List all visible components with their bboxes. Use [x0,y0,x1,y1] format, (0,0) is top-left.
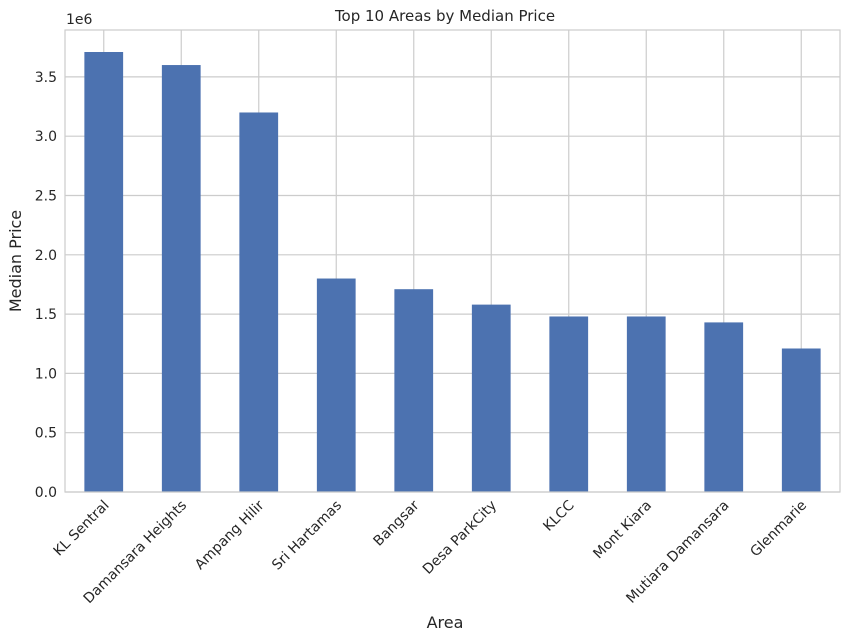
bar [471,304,511,492]
y-tick-label: 2.0 [35,248,57,264]
y-tick-labels: 0.0 0.5 1.0 1.5 2.0 2.5 3.0 3.5 [35,70,57,501]
chart-title: Top 10 Areas by Median Price [334,7,555,25]
bar [781,348,821,492]
bar [316,278,356,492]
y-tick-label: 3.5 [35,70,57,86]
y-tick-label: 1.5 [35,307,57,323]
x-tick-label: Sri Hartamas [269,498,345,574]
bar [626,316,666,492]
bar [704,322,744,492]
y-tick-label: 3.0 [35,129,57,145]
bar [239,112,279,493]
y-axis-label: Median Price [6,210,25,312]
axes-frame [64,29,841,493]
bars [84,52,821,493]
y-tick-label: 0.0 [35,485,57,501]
y-tick-label: 1.0 [35,366,57,382]
x-tick-label: Desa ParkCity [420,498,500,578]
y-tick-label: 2.5 [35,189,57,205]
x-axis-label: Area [427,613,464,632]
y-tick-label: 0.5 [35,426,57,442]
x-tick-label: KLCC [540,497,577,534]
bar [394,289,434,492]
x-tick-label: KL Sentral [51,498,113,560]
x-tick-label: Bangsar [371,497,423,549]
x-tick-label: Ampang Hilir [192,497,268,573]
bar [161,65,201,492]
bar [549,316,589,492]
x-tick-label: Glenmarie [747,498,810,561]
x-tick-label: Mont Kiara [590,498,655,563]
y-offset-label: 1e6 [66,12,93,28]
bar [84,52,124,492]
